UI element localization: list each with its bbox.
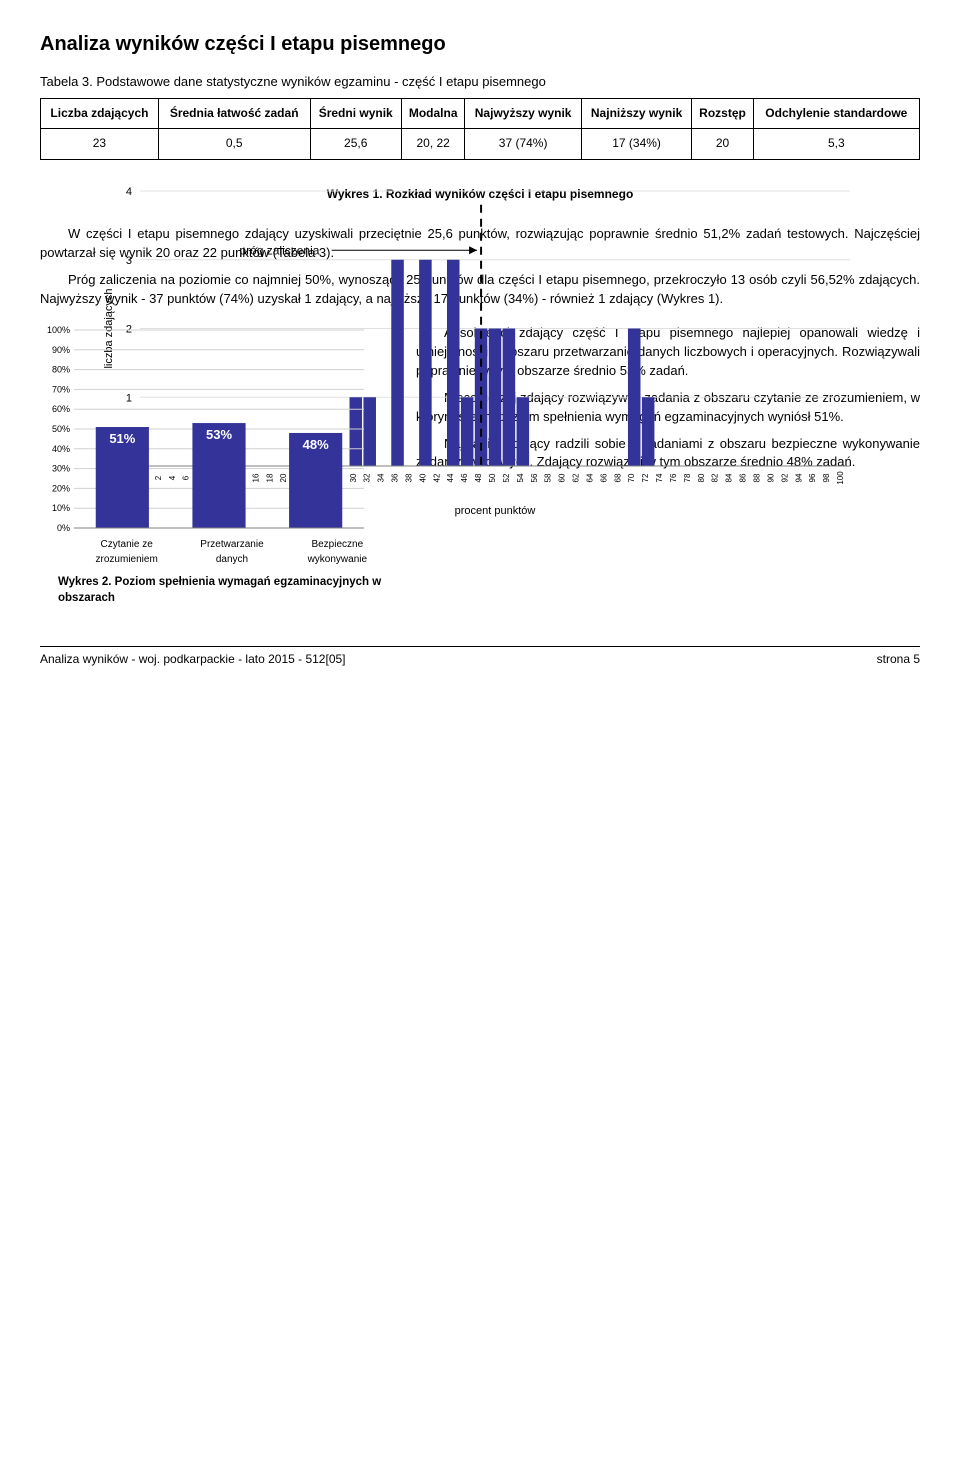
stats-cell: 0,5 <box>158 129 310 159</box>
svg-text:90: 90 <box>766 473 775 482</box>
svg-text:60: 60 <box>558 473 567 482</box>
chart2-category-label: Przetwarzanie danych <box>187 538 277 567</box>
svg-text:53%: 53% <box>206 427 232 442</box>
stats-header: Średni wynik <box>310 98 401 128</box>
stats-cell: 5,3 <box>753 129 919 159</box>
stats-cell: 20, 22 <box>401 129 465 159</box>
svg-text:4: 4 <box>126 186 132 198</box>
stats-header: Liczba zdających <box>41 98 159 128</box>
svg-text:54: 54 <box>516 473 525 482</box>
chart2-caption: Wykres 2. Poziom spełnienia wymagań egza… <box>58 575 390 606</box>
svg-text:90%: 90% <box>52 345 70 355</box>
svg-text:56: 56 <box>530 473 539 482</box>
svg-text:60%: 60% <box>52 405 70 415</box>
svg-text:72: 72 <box>641 473 650 482</box>
svg-text:51%: 51% <box>109 431 135 446</box>
page-footer: Analiza wyników - woj. podkarpackie - la… <box>40 646 920 668</box>
stats-table: Liczba zdającychŚrednia łatwość zadańŚre… <box>40 98 920 160</box>
svg-text:procent punktów: procent punktów <box>455 505 536 517</box>
stats-header: Najniższy wynik <box>581 98 692 128</box>
svg-text:88: 88 <box>753 473 762 482</box>
svg-text:92: 92 <box>780 473 789 482</box>
footer-left: Analiza wyników - woj. podkarpackie - la… <box>40 651 346 668</box>
svg-text:34: 34 <box>377 473 386 482</box>
svg-text:80%: 80% <box>52 365 70 375</box>
stats-header: Rozstęp <box>692 98 753 128</box>
svg-text:68: 68 <box>613 473 622 482</box>
chart2-category-label: Bezpieczne wykonywanie <box>292 538 382 567</box>
svg-text:3: 3 <box>126 254 132 266</box>
svg-text:98: 98 <box>822 473 831 482</box>
stats-cell: 37 (74%) <box>465 129 581 159</box>
svg-text:48%: 48% <box>303 437 329 452</box>
svg-text:78: 78 <box>683 473 692 482</box>
svg-text:50%: 50% <box>52 424 70 434</box>
svg-text:36: 36 <box>391 473 400 482</box>
svg-text:46: 46 <box>460 473 469 482</box>
chart2-category-label: Czytanie ze zrozumieniem <box>82 538 172 567</box>
footer-right: strona 5 <box>877 651 920 668</box>
svg-text:44: 44 <box>446 473 455 482</box>
svg-text:58: 58 <box>544 473 553 482</box>
svg-text:próg zaliczenia: próg zaliczenia <box>239 243 319 257</box>
svg-text:100%: 100% <box>47 325 70 335</box>
stats-cell: 20 <box>692 129 753 159</box>
stats-cell: 25,6 <box>310 129 401 159</box>
svg-text:82: 82 <box>711 473 720 482</box>
svg-text:50: 50 <box>488 473 497 482</box>
svg-text:30%: 30% <box>52 464 70 474</box>
svg-text:0%: 0% <box>57 523 70 533</box>
svg-text:64: 64 <box>585 473 594 482</box>
stats-header: Średnia łatwość zadań <box>158 98 310 128</box>
svg-text:66: 66 <box>599 473 608 482</box>
svg-text:86: 86 <box>739 473 748 482</box>
stats-cell: 17 (34%) <box>581 129 692 159</box>
svg-text:62: 62 <box>572 473 581 482</box>
svg-text:40: 40 <box>418 473 427 482</box>
stats-cell: 23 <box>41 129 159 159</box>
stats-header: Najwyższy wynik <box>465 98 581 128</box>
svg-text:94: 94 <box>794 473 803 482</box>
svg-text:40%: 40% <box>52 444 70 454</box>
svg-text:80: 80 <box>697 473 706 482</box>
svg-text:20%: 20% <box>52 484 70 494</box>
svg-text:70: 70 <box>627 473 636 482</box>
bar-chart-column: 0% 10% 20% 30% 40% 50% 60% 70% 80% 90% 100% 51% 53% 4… <box>40 324 390 606</box>
svg-text:48: 48 <box>474 473 483 482</box>
svg-text:70%: 70% <box>52 385 70 395</box>
stats-header: Modalna <box>401 98 465 128</box>
svg-text:76: 76 <box>669 473 678 482</box>
table-caption: Tabela 3. Podstawowe dane statystyczne w… <box>40 73 920 92</box>
svg-text:42: 42 <box>432 473 441 482</box>
svg-text:84: 84 <box>725 473 734 482</box>
svg-text:100: 100 <box>836 470 845 484</box>
svg-text:74: 74 <box>655 473 664 482</box>
page-title: Analiza wyników części I etapu pisemnego <box>40 30 920 59</box>
svg-text:10%: 10% <box>52 504 70 514</box>
svg-text:96: 96 <box>808 473 817 482</box>
svg-text:38: 38 <box>404 473 413 482</box>
svg-text:52: 52 <box>502 473 511 482</box>
stats-header: Odchylenie standardowe <box>753 98 919 128</box>
